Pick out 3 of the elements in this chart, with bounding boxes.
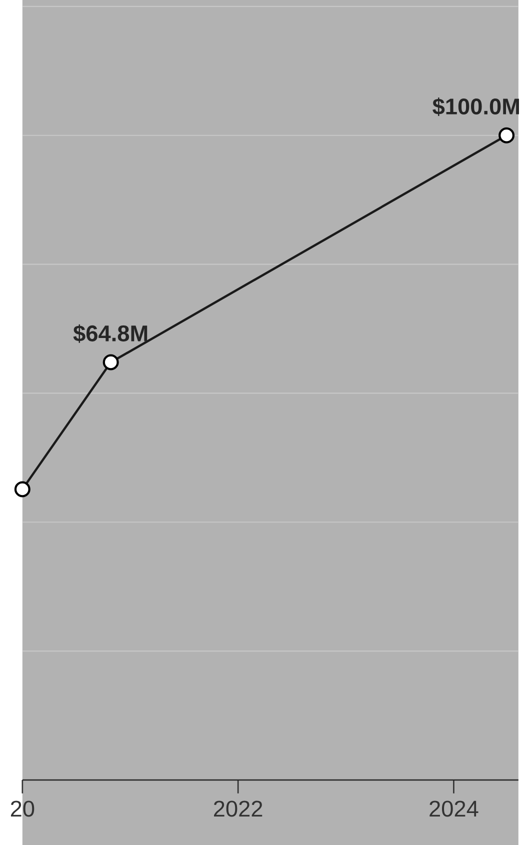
x-tick-label: 2024 xyxy=(430,800,478,817)
x-tick-label: 2022 xyxy=(214,800,262,817)
data-label: $64.8M xyxy=(73,324,148,343)
